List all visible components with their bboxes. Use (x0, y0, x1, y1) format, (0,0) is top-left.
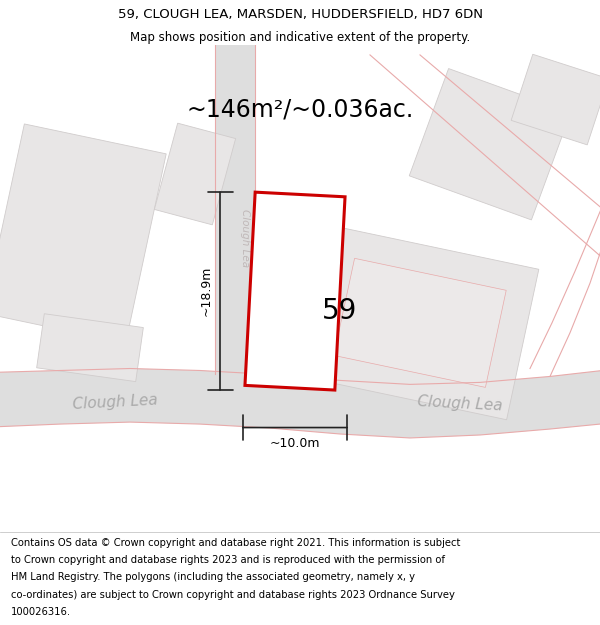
Text: ~18.9m: ~18.9m (199, 266, 212, 316)
Text: Map shows position and indicative extent of the property.: Map shows position and indicative extent… (130, 31, 470, 44)
Polygon shape (37, 314, 143, 382)
Polygon shape (154, 123, 236, 225)
Text: to Crown copyright and database rights 2023 and is reproduced with the permissio: to Crown copyright and database rights 2… (11, 555, 445, 565)
Text: 59, CLOUGH LEA, MARSDEN, HUDDERSFIELD, HD7 6DN: 59, CLOUGH LEA, MARSDEN, HUDDERSFIELD, H… (118, 8, 482, 21)
Polygon shape (301, 226, 539, 420)
Polygon shape (215, 35, 255, 381)
Text: Clough Lea: Clough Lea (72, 392, 158, 412)
Polygon shape (0, 124, 166, 343)
Polygon shape (511, 54, 600, 145)
Text: HM Land Registry. The polygons (including the associated geometry, namely x, y: HM Land Registry. The polygons (includin… (11, 572, 415, 582)
Text: ~146m²/~0.036ac.: ~146m²/~0.036ac. (187, 98, 413, 121)
Text: 59: 59 (322, 297, 358, 325)
Text: 100026316.: 100026316. (11, 608, 71, 618)
Polygon shape (245, 192, 345, 390)
Text: Contains OS data © Crown copyright and database right 2021. This information is : Contains OS data © Crown copyright and d… (11, 538, 460, 548)
Text: co-ordinates) are subject to Crown copyright and database rights 2023 Ordnance S: co-ordinates) are subject to Crown copyr… (11, 590, 455, 600)
Polygon shape (409, 69, 571, 220)
Polygon shape (334, 258, 506, 388)
Polygon shape (0, 369, 600, 438)
Text: Clough Lea: Clough Lea (417, 394, 503, 414)
Text: Clough Lea: Clough Lea (240, 209, 250, 268)
Text: ~10.0m: ~10.0m (270, 437, 320, 450)
